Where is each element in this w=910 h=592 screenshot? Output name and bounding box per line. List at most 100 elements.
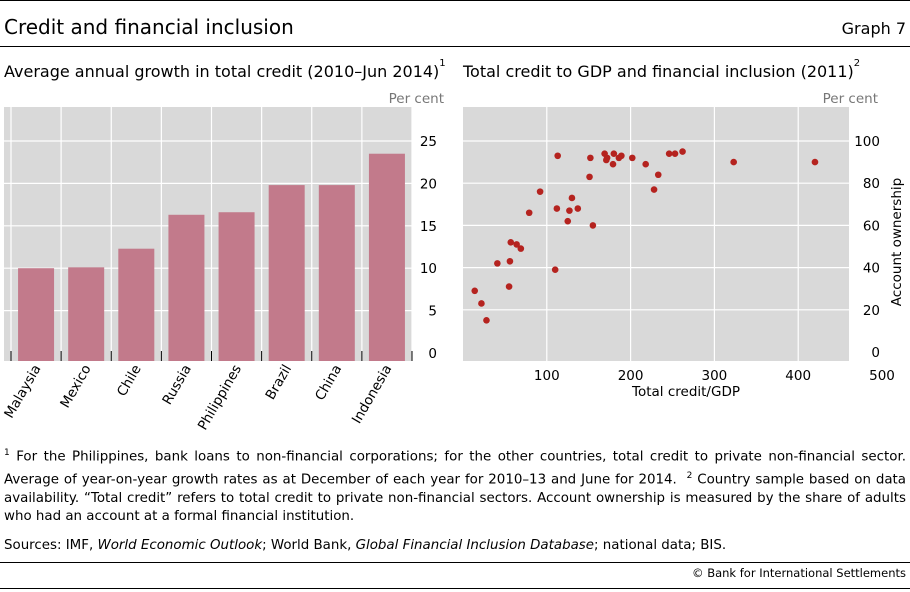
scatter-point [525,209,533,217]
scatter-x-axis-label: Total credit/GDP [631,384,740,400]
scatter-point [568,194,576,202]
bar-series [18,153,405,361]
scatter-y-tick-label: 80 [863,176,880,192]
bar-x-tick-label: Malaysia [1,362,44,421]
scatter-point [551,266,559,274]
scatter-point [483,317,490,324]
sources-weo: World Economic Outlook [97,538,263,553]
graph-number: Graph 7 [841,19,906,38]
scatter-x-tick-label: 500 [869,368,895,384]
bar-x-tick-label: Russia [159,362,195,408]
scatter-point [536,188,544,195]
scatter-y-tick-labels: 0 20 40 60 80 100 [854,134,880,361]
scatter-point [554,152,561,160]
bar-mexico [68,267,105,361]
scatter-point [506,257,514,265]
bar-y-tick-label: 15 [420,219,437,235]
bar-y-tick-labels: 0 5 10 15 20 25 [420,134,437,362]
scatter-x-tick-label: 300 [702,368,728,384]
scatter-point [654,171,662,179]
scatter-point [513,241,520,248]
bar-category-ticks [10,107,413,361]
bottom-rule [0,588,910,589]
footnote-2: Country sample based on data availabilit… [4,472,906,525]
scatter-point [505,283,513,290]
bar-unit-label: Per cent [389,91,444,107]
scatter-y-tick-label: 0 [871,345,880,361]
scatter-point [478,300,485,307]
scatter-point [517,245,525,252]
scatter-point [494,260,501,267]
footnote-2-marker: 2 [686,470,693,481]
left-panel-title: Average annual growth in total credit (2… [4,58,446,81]
copyright: © Bank for International Settlements [692,566,906,580]
sources-suffix: ; national data; BIS. [594,538,727,553]
scatter-point [586,173,593,181]
scatter-point [553,205,561,212]
bar-russia [168,214,205,361]
scatter-point [507,238,515,246]
scatter-y-axis-label: Account ownership [889,178,905,306]
bar-y-tick-label: 0 [428,346,437,362]
title-rule [0,46,910,47]
bar-philippines [218,212,255,361]
charts-canvas: 0 5 10 15 20 25 Malaysia Mexico Chile Russia Phil… [1,91,905,433]
scatter-point [618,152,625,160]
scatter-point [566,207,573,214]
scatter-point [589,222,597,229]
bar-y-tick-label: 20 [420,176,437,192]
left-panel-title-note: 1 [439,57,446,69]
right-panel-title: Total credit to GDP and financial inclus… [463,58,860,81]
top-rule [0,0,910,1]
scatter-point [811,158,819,166]
bar-china [318,185,355,361]
scatter-point [564,217,572,225]
bar-x-tick-labels: Malaysia Mexico Chile Russia Philippines Braz… [1,362,395,433]
bar-x-tick-label: China [312,362,345,403]
sources-gfid: Global Financial Inclusion Database [355,538,595,553]
scatter-series [471,148,819,324]
scatter-y-tick-label: 40 [863,261,880,277]
scatter-y-tick-label: 100 [854,134,880,150]
bar-y-tick-label: 25 [420,134,437,150]
sources: Sources: IMF, World Economic Outlook; Wo… [4,538,726,553]
scatter-point [603,154,611,162]
footnote-1: For the Philippines, bank loans to non-f… [4,449,906,488]
scatter-point [609,160,617,168]
scatter-point [610,150,618,157]
bar-malaysia [18,268,55,361]
scatter-plot-area [463,107,849,361]
scatter-y-tick-label: 60 [863,218,880,234]
scatter-point [471,287,479,295]
scatter-point [679,148,686,155]
bar-x-tick-label: Chile [114,362,145,399]
footnote-1-marker: 1 [4,448,10,458]
scatter-x-tick-labels: 100 200 300 400 500 [534,368,895,384]
right-panel-title-note: 2 [853,57,861,69]
right-panel-title-text: Total credit to GDP and financial inclus… [463,62,854,81]
scatter-point [665,150,673,157]
scatter-point [671,150,679,157]
scatter-point [574,205,582,212]
scatter-x-tick-label: 100 [534,368,560,384]
left-panel-title-text: Average annual growth in total credit (2… [4,62,440,81]
bar-chile [118,248,155,361]
bar-x-tick-label: Mexico [57,362,94,411]
bar-x-tick-label: Brazil [262,362,295,403]
bar-y-tick-label: 10 [420,261,437,277]
bar-brazil [268,185,305,361]
scatter-unit-label: Per cent [823,91,878,107]
bar-x-tick-label: Indonesia [349,362,396,427]
scatter-point [642,160,649,168]
footnotes: 1 For the Philippines, bank loans to non… [4,444,906,527]
scatter-point [587,154,594,162]
sources-rule [0,562,910,563]
sources-mid: ; World Bank, [262,538,356,553]
scatter-x-tick-label: 400 [785,368,811,384]
bar-y-tick-label: 5 [428,304,437,320]
scatter-point [650,186,658,193]
scatter-y-tick-label: 20 [863,303,880,319]
sources-prefix: Sources: IMF, [4,538,98,553]
scatter-point [628,154,636,162]
page-title: Credit and financial inclusion [4,15,294,39]
